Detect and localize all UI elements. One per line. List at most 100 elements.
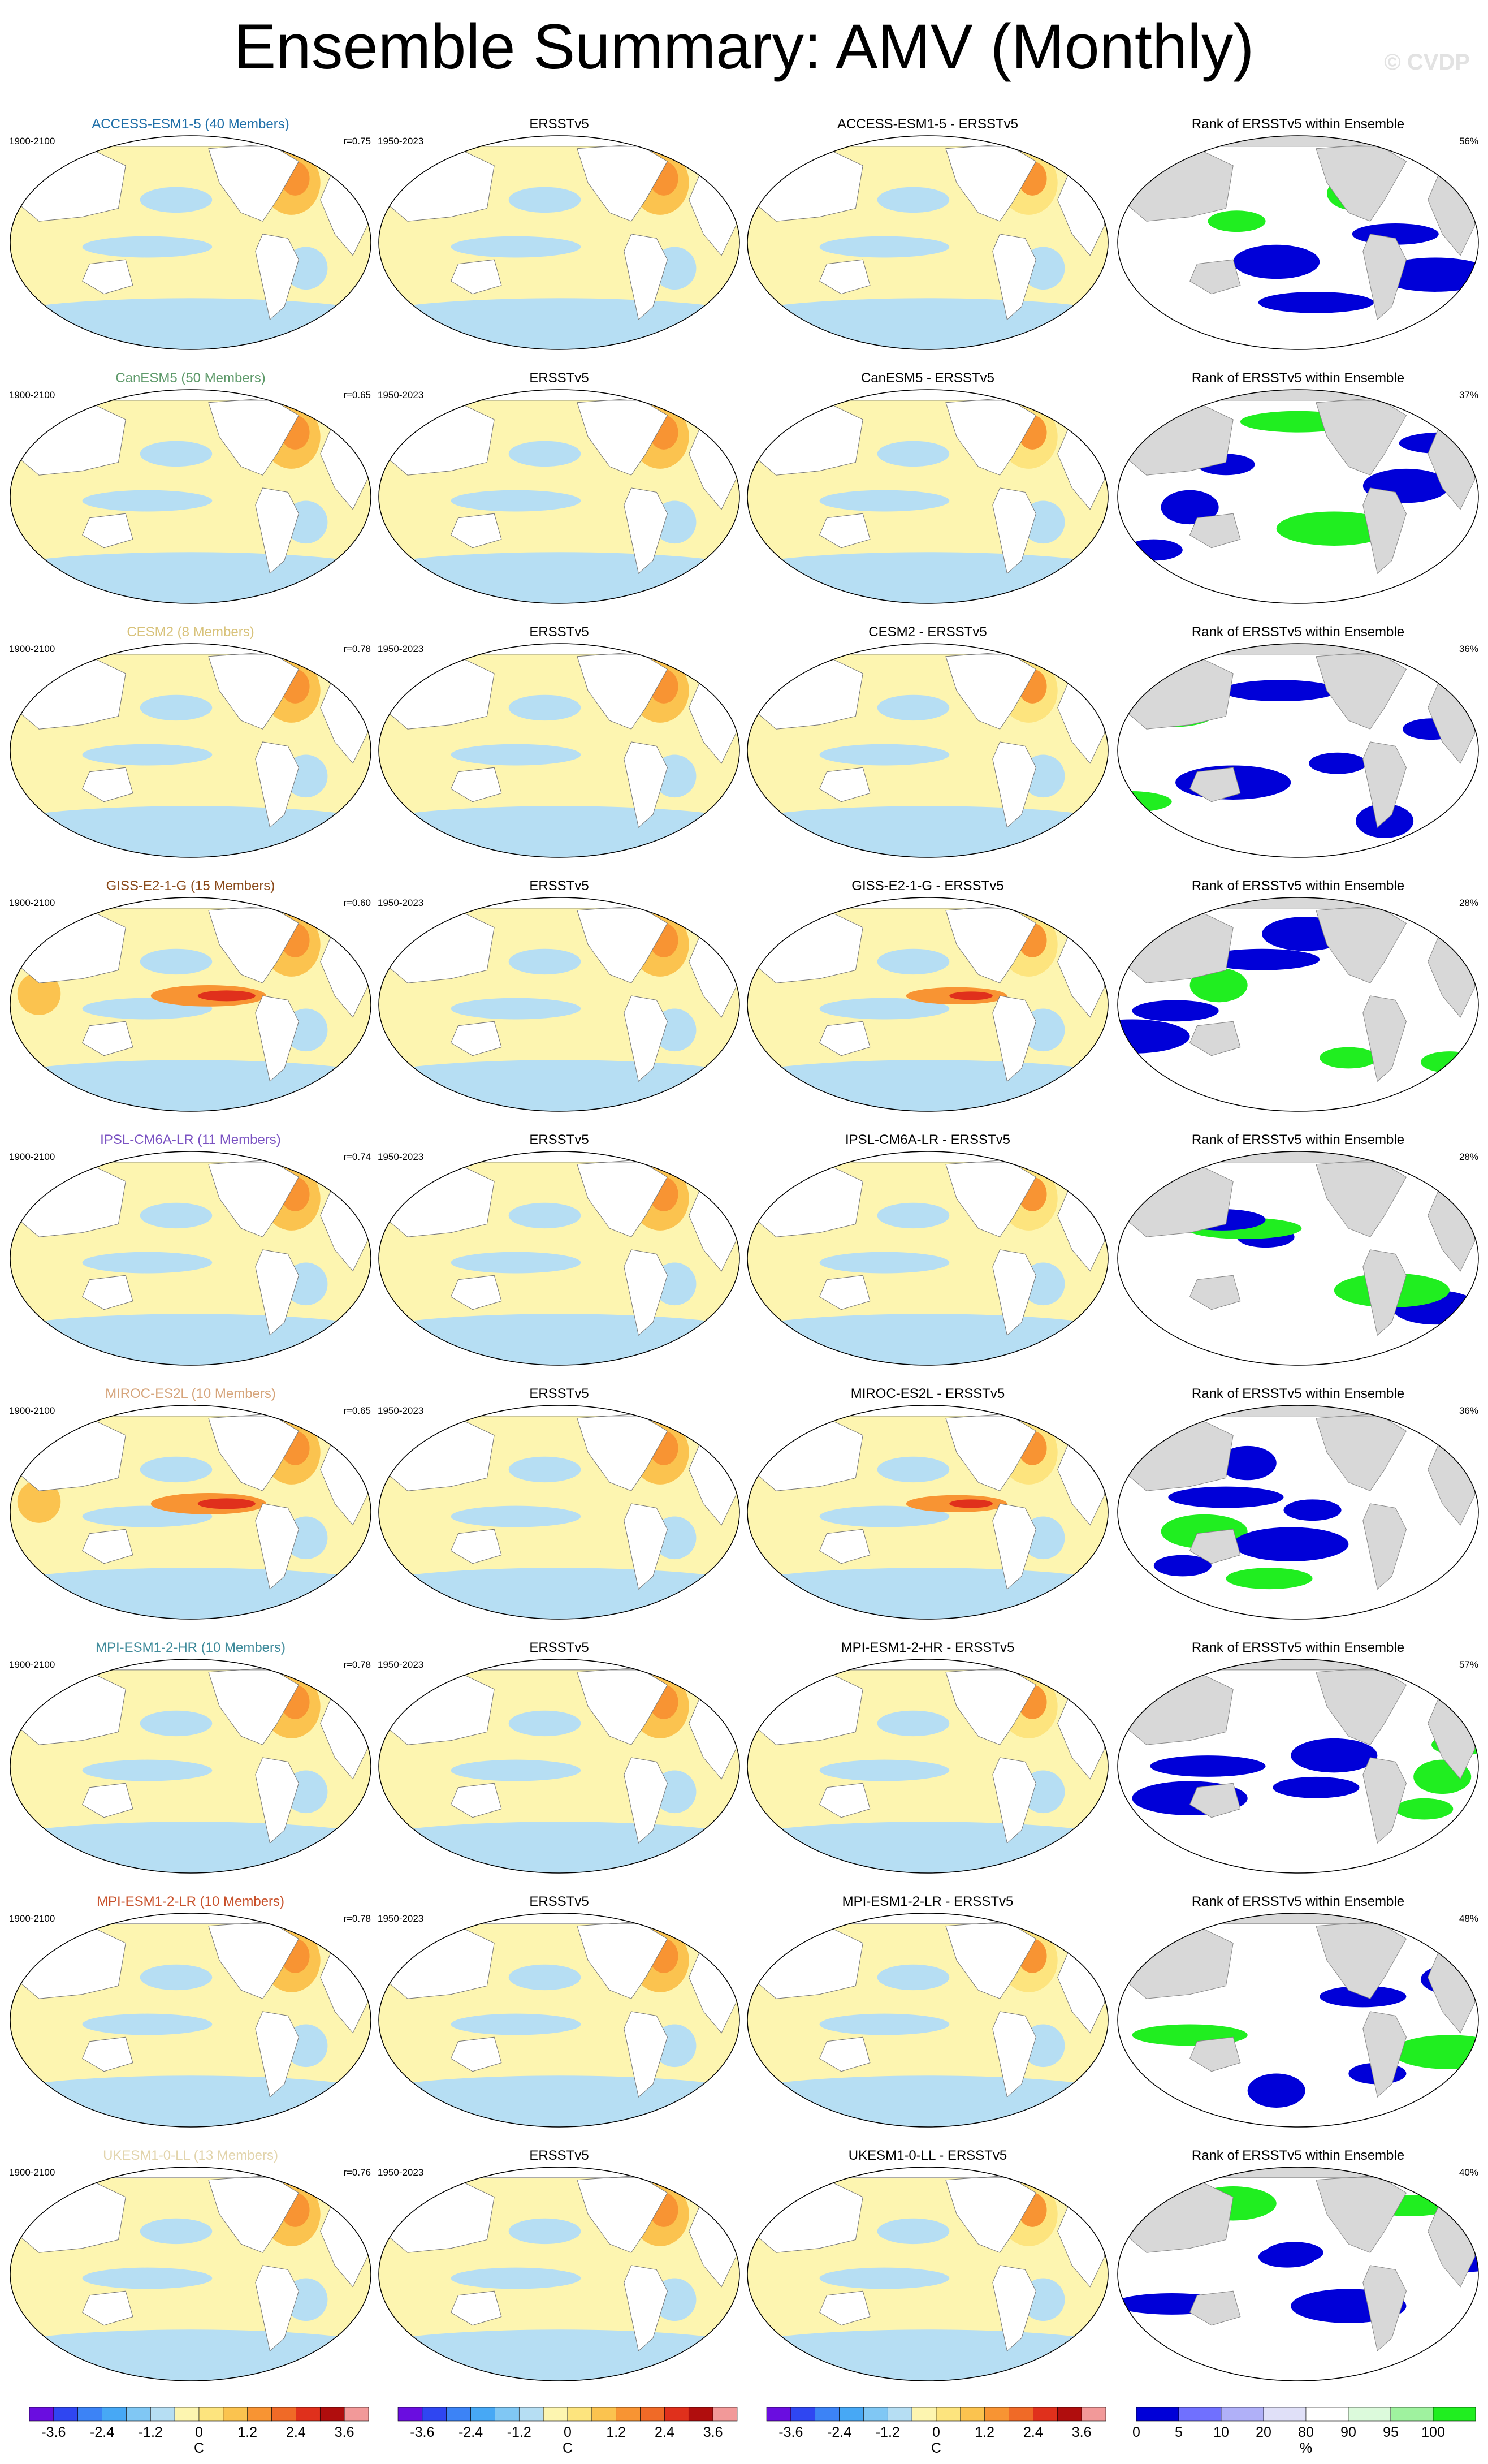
colorbar-swatch (766, 2407, 791, 2422)
continent-outline (13, 1151, 368, 1336)
continent-outline (750, 2167, 1105, 2352)
tropical-pacific-cool-band (451, 1759, 581, 1781)
colorbar-tick-label: -3.6 (778, 2424, 803, 2440)
continent-outline (750, 390, 1105, 575)
north-pacific-cool-anomaly (877, 441, 950, 467)
pattern-correlation: r=0.65 (343, 1405, 371, 1416)
rank-map (1117, 1151, 1479, 1366)
tropical-pacific-cool-band (82, 1759, 213, 1781)
sst-map-diff (747, 135, 1109, 350)
rank-region (1218, 1445, 1277, 1481)
map-frame (747, 1913, 1109, 2128)
rank-percent: 48% (1459, 1913, 1478, 1924)
rank-region (1273, 1776, 1360, 1798)
southern-ocean-band (747, 1568, 1108, 1619)
continent-outline (1121, 2167, 1476, 2352)
colorbar-tick-label: 1.2 (975, 2424, 994, 2440)
rank-region (1124, 539, 1183, 561)
model-title: MPI-ESM1-2-LR (10 Members) (97, 1894, 284, 1909)
rank-title: Rank of ERSSTv5 within Ensemble (1192, 878, 1404, 894)
colorbar-tick-label: 0 (932, 2424, 940, 2440)
rank-region (1153, 1555, 1212, 1577)
sst-map-model (10, 897, 371, 1112)
sst-colorbar: -3.6 -2.4 -1.2 0 1.2 2.4 3.6 C (766, 2407, 1106, 2456)
continent-outline (1121, 1913, 1476, 2098)
rank-region (1258, 291, 1374, 313)
continent-outline (382, 136, 737, 321)
southern-ocean-band (10, 1060, 371, 1111)
map-frame (747, 2167, 1109, 2381)
rank-title: Rank of ERSSTv5 within Ensemble (1192, 1386, 1404, 1401)
colorbar-tick-label: -2.4 (458, 2424, 483, 2440)
diff-title: ACCESS-ESM1-5 - ERSSTv5 (837, 116, 1018, 132)
continent-outline (1121, 136, 1476, 321)
tropical-pacific-cool-band (819, 744, 950, 766)
map-frame (747, 135, 1109, 350)
map-frame (10, 389, 371, 604)
rank-region (1320, 1047, 1378, 1069)
map-frame (378, 1659, 740, 1874)
continent-outline (750, 1913, 1105, 2098)
colorbar-tick-label: -2.4 (827, 2424, 851, 2440)
rank-percent: 40% (1459, 2167, 1478, 2178)
colorbar-swatch (296, 2407, 321, 2422)
panel-row-headers: MIROC-ES2L (10 Members) 1900-2100 r=0.65 ER… (9, 1386, 1478, 1416)
credit-watermark: © CVDP (1384, 50, 1470, 75)
colorbar-swatch (126, 2407, 151, 2422)
obs-period: 1950-2023 (378, 1151, 423, 1162)
colorbar-swatch (247, 2407, 272, 2422)
sst-map-diff (747, 1151, 1109, 1366)
sst-map-obs (378, 1151, 740, 1366)
tropical-pacific-cool-band (819, 1505, 950, 1527)
map-frame (10, 1151, 371, 1366)
colorbar-swatch (150, 2407, 175, 2422)
southern-ocean-band (747, 806, 1108, 857)
southern-ocean-band (747, 552, 1108, 603)
southern-ocean-band (10, 298, 371, 349)
colorbar-swatch (591, 2407, 617, 2422)
sst-map-obs (378, 1913, 740, 2128)
colorbar-swatch (53, 2407, 79, 2422)
continent-outline (1121, 897, 1476, 1082)
continent-outline (13, 390, 368, 575)
rank-title: Rank of ERSSTv5 within Ensemble (1192, 2148, 1404, 2163)
colorbar-swatch (1009, 2407, 1033, 2422)
model-title: CESM2 (8 Members) (127, 624, 254, 640)
colorbar-swatch (790, 2407, 816, 2422)
colorbar-swatch (1390, 2407, 1434, 2422)
north-pacific-cool-anomaly (140, 694, 213, 721)
colorbar-tick-label: 5 (1175, 2424, 1183, 2440)
panel-row-headers: MPI-ESM1-2-LR (10 Members) 1900-2100 r=0.7… (9, 1894, 1478, 1924)
rank-percent: 56% (1459, 136, 1478, 146)
colorbar-swatch (1221, 2407, 1264, 2422)
map-frame (378, 1913, 740, 2128)
rank-percent: 36% (1459, 1405, 1478, 1416)
obs-period: 1950-2023 (378, 897, 423, 908)
north-pacific-cool-anomaly (508, 187, 581, 213)
model-period: 1900-2100 (9, 390, 55, 400)
model-title: UKESM1-0-LL (13 Members) (103, 2148, 278, 2163)
southern-ocean-band (747, 1060, 1108, 1111)
obs-title: ERSSTv5 (529, 370, 589, 386)
rank-map (1117, 643, 1479, 858)
rank-region (1276, 511, 1392, 546)
colorbar-swatch (911, 2407, 937, 2422)
colorbar-unit: C (194, 2440, 204, 2456)
rank-region (1204, 948, 1320, 970)
colorbar-tick-label: 0 (1132, 2424, 1140, 2440)
map-frame (747, 1405, 1109, 1620)
north-pacific-cool-anomaly (140, 1456, 213, 1483)
rank-map (1117, 389, 1479, 604)
sst-map-model (10, 1405, 371, 1620)
southern-ocean-band (10, 1822, 371, 1873)
rank-map (1117, 2167, 1479, 2381)
colorbar-swatch (1433, 2407, 1476, 2422)
map-frame (10, 135, 371, 350)
obs-period: 1950-2023 (378, 390, 423, 400)
rank-title: Rank of ERSSTv5 within Ensemble (1192, 1132, 1404, 1147)
obs-title: ERSSTv5 (529, 1894, 589, 1909)
equatorial-warm-core (949, 991, 993, 1000)
continent-outline (382, 1659, 737, 1844)
equatorial-warm-core (197, 990, 256, 1002)
model-period: 1900-2100 (9, 136, 55, 146)
